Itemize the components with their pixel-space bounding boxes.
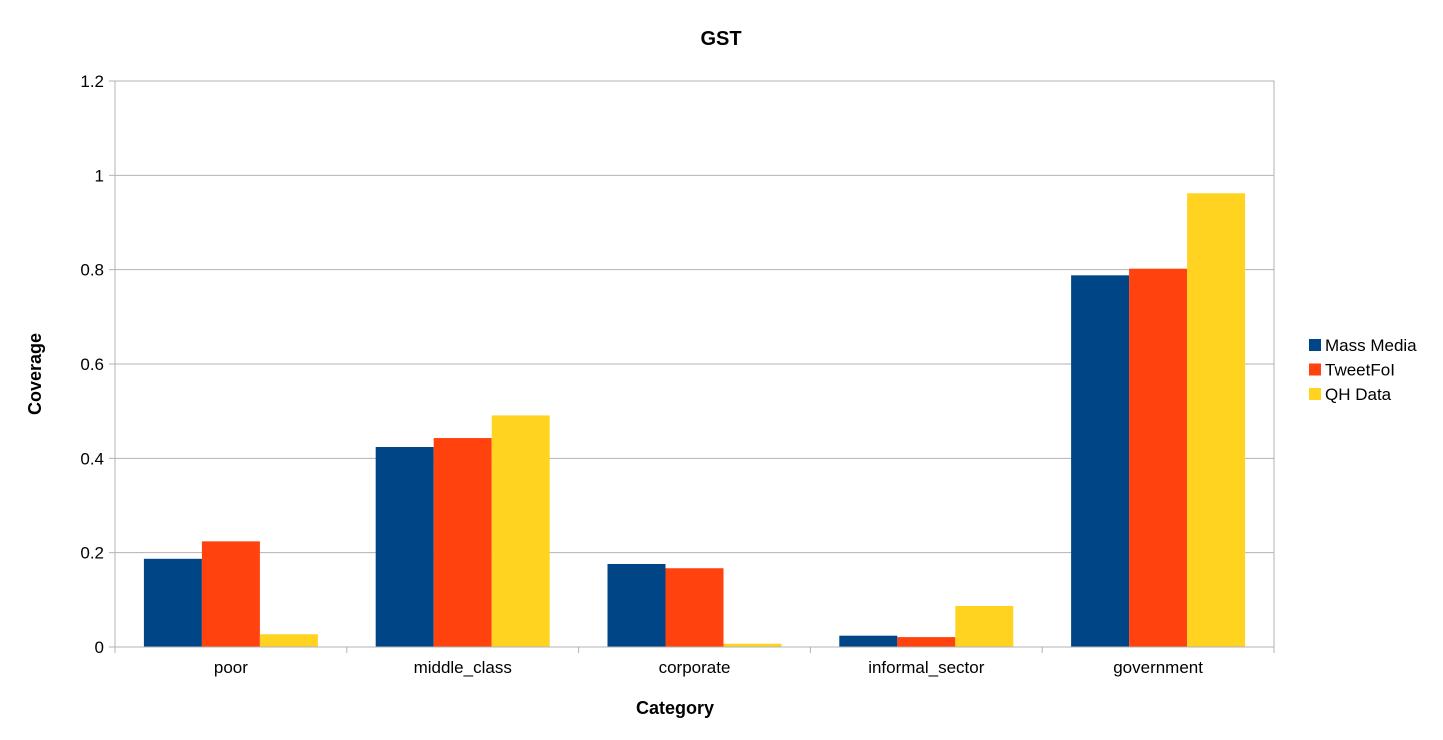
legend-swatch bbox=[1309, 339, 1321, 351]
bar bbox=[897, 637, 956, 647]
legend-label: TweetFoI bbox=[1325, 361, 1395, 380]
legend: Mass Media TweetFoI QH Data bbox=[1309, 336, 1417, 404]
y-tick-label: 0.2 bbox=[80, 544, 104, 563]
bar bbox=[1071, 275, 1130, 647]
bar bbox=[375, 447, 434, 647]
legend-label: Mass Media bbox=[1325, 336, 1417, 355]
x-tick-label: poor bbox=[214, 658, 248, 677]
bar bbox=[723, 643, 782, 647]
bar bbox=[1129, 268, 1188, 647]
x-tick-label: informal_sector bbox=[868, 658, 985, 677]
bars bbox=[143, 193, 1246, 648]
y-tick-label: 0.6 bbox=[80, 355, 104, 374]
y-tick-label: 0 bbox=[95, 638, 104, 657]
legend-label: QH Data bbox=[1325, 385, 1392, 404]
y-axis-ticks: 0 0.2 0.4 0.6 0.8 1 1.2 bbox=[80, 72, 115, 657]
bar bbox=[1187, 193, 1246, 648]
legend-swatch bbox=[1309, 363, 1321, 376]
x-axis-title: Category bbox=[636, 698, 714, 718]
bar bbox=[201, 541, 260, 647]
y-tick-label: 0.8 bbox=[80, 261, 104, 280]
bar bbox=[665, 568, 724, 647]
x-tick-label: middle_class bbox=[414, 658, 512, 677]
y-tick-label: 0.4 bbox=[80, 449, 104, 468]
legend-swatch bbox=[1309, 388, 1321, 400]
bar bbox=[143, 558, 202, 647]
y-tick-label: 1.2 bbox=[80, 72, 104, 91]
y-axis-title: Coverage bbox=[25, 333, 45, 415]
bar bbox=[955, 605, 1014, 647]
x-axis-ticks: poor middle_class corporate informal_sector… bbox=[114, 647, 1275, 677]
bar bbox=[839, 635, 898, 647]
x-tick-label: government bbox=[1113, 658, 1203, 677]
bar bbox=[607, 563, 666, 647]
bar bbox=[259, 634, 318, 647]
bar bbox=[491, 415, 550, 647]
y-tick-label: 1 bbox=[95, 166, 104, 185]
x-tick-label: corporate bbox=[659, 658, 731, 677]
chart-title: GST bbox=[700, 28, 741, 50]
bar bbox=[433, 438, 492, 647]
